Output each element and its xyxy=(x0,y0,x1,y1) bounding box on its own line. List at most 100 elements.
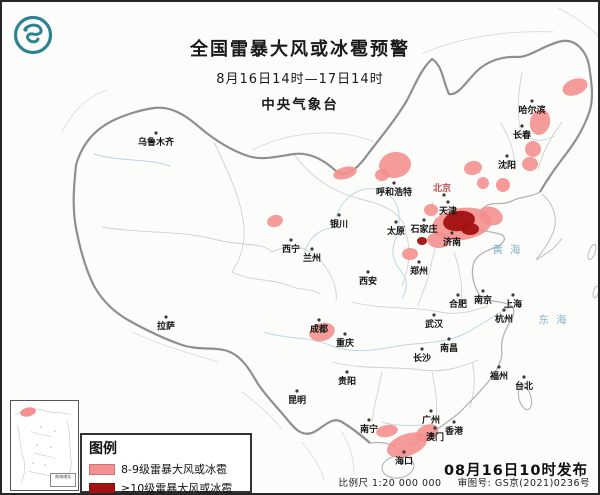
city-dot xyxy=(343,332,347,336)
korea-japan-outline xyxy=(535,193,598,299)
warning-blob-moderate xyxy=(376,424,398,438)
city-label: 沈阳 xyxy=(498,159,516,171)
issuing-agency: 中央气象台 xyxy=(261,97,339,113)
city-label: 武汉 xyxy=(425,318,444,330)
city-label: 兰州 xyxy=(303,252,321,264)
city-label: 济南 xyxy=(443,236,461,248)
city-label: 西宁 xyxy=(282,243,300,255)
city-dot xyxy=(530,99,534,103)
city-label: 拉萨 xyxy=(157,320,175,332)
rivers xyxy=(93,129,555,427)
title-block: 全国雷暴大风或冰雹预警 8月16日14时—17日14时 中央气象台 xyxy=(190,35,410,113)
warning-blob-moderate xyxy=(529,109,551,135)
national-border-north xyxy=(74,39,594,193)
warning-area-layer xyxy=(267,78,588,458)
warning-blob-moderate xyxy=(333,166,357,180)
city-label: 昆明 xyxy=(288,395,306,406)
city-dot xyxy=(345,370,349,374)
warning-blob-moderate xyxy=(562,78,588,96)
legend-title: 图例 xyxy=(89,441,117,457)
city-label: 南昌 xyxy=(440,342,458,354)
map-valid-period: 8月16日14时—17日14时 xyxy=(216,72,384,87)
city-label: 重庆 xyxy=(336,337,354,349)
city-dot xyxy=(447,337,451,341)
warning-blob-moderate xyxy=(477,177,489,189)
city-label: 澳门 xyxy=(426,431,444,443)
warning-blob-moderate xyxy=(375,169,389,181)
city-label: 呼和浩特 xyxy=(376,186,412,198)
city-dot xyxy=(422,218,426,222)
city-dot xyxy=(522,375,526,379)
city-dot xyxy=(392,181,396,185)
legend-label: 8-9级雷暴大风或冰雹 xyxy=(121,463,227,476)
city-label: 香港 xyxy=(444,425,464,437)
city-label: 石家庄 xyxy=(409,223,437,235)
foreign-map-lines xyxy=(61,7,598,481)
city-label: 上海 xyxy=(504,298,522,310)
city-label: 合肥 xyxy=(449,298,467,310)
city-dot xyxy=(154,131,158,135)
legend-item: 8-9级雷暴大风或冰雹 xyxy=(89,461,243,477)
city-dot xyxy=(337,213,341,217)
city-label: 长沙 xyxy=(413,352,431,364)
city-label: 海口 xyxy=(395,455,413,467)
city-label: 郑州 xyxy=(410,265,428,277)
national-border-west-south xyxy=(72,164,371,444)
city-dot xyxy=(289,238,293,242)
city-dot xyxy=(520,124,524,128)
approval-number: 审图号: GS京(2021)0236号 xyxy=(457,478,590,489)
city-dot xyxy=(417,260,421,264)
city-dot xyxy=(420,347,424,351)
south-china-sea-inset: 南海诸岛 xyxy=(10,400,79,491)
warning-blob-moderate xyxy=(525,141,541,157)
city-dot xyxy=(394,220,398,224)
city-dot xyxy=(310,247,314,251)
city-dot xyxy=(511,293,515,297)
warning-blob-moderate xyxy=(427,232,451,248)
map-scale: 比例尺 1:20 000 000 xyxy=(338,478,442,489)
city-dot xyxy=(452,420,456,424)
inset-label: 南海诸岛 xyxy=(50,473,76,487)
warning-blob-moderate xyxy=(522,157,538,171)
city-dot xyxy=(367,418,371,422)
city-dot xyxy=(366,270,370,274)
warning-blob-severe xyxy=(417,237,427,245)
city-dot xyxy=(442,193,446,197)
city-dot xyxy=(164,315,168,319)
city-dot xyxy=(497,365,501,369)
city-dot xyxy=(402,450,406,454)
city-label: 哈尔滨 xyxy=(518,104,545,116)
city-dot xyxy=(295,389,299,393)
legend-item: ≥10级雷暴大风或冰雹 xyxy=(89,480,243,495)
sea-label: 东海 xyxy=(539,313,574,326)
city-label: 长春 xyxy=(513,129,532,141)
city-label: 银川 xyxy=(330,218,348,230)
legend-label: ≥10级雷暴大风或冰雹 xyxy=(121,482,233,495)
city-label: 天津 xyxy=(439,205,457,217)
warning-blob-moderate xyxy=(424,204,438,216)
release-time: 08月16日10时发布 xyxy=(443,463,588,479)
city-label: 台北 xyxy=(515,380,533,392)
city-dot xyxy=(433,426,437,430)
warning-blob-moderate xyxy=(415,424,439,442)
city-label: 成都 xyxy=(310,323,328,335)
city-label: 杭州 xyxy=(495,313,513,325)
city-dot xyxy=(429,409,433,413)
warning-blob-moderate xyxy=(267,214,283,228)
city-label: 贵阳 xyxy=(338,375,356,387)
city-label: 南京 xyxy=(474,294,492,306)
city-label: 乌鲁木齐 xyxy=(138,136,175,148)
city-label: 南宁 xyxy=(360,423,378,435)
city-dot xyxy=(502,308,506,312)
sea-label: 黄海 xyxy=(493,243,528,256)
legend-swatch-≥10 xyxy=(89,482,115,493)
warning-blob-moderate xyxy=(496,178,510,192)
city-dot xyxy=(432,313,436,317)
city-dot xyxy=(505,154,509,158)
warning-blob-moderate xyxy=(402,248,418,260)
inset-warning-blob xyxy=(20,407,36,417)
